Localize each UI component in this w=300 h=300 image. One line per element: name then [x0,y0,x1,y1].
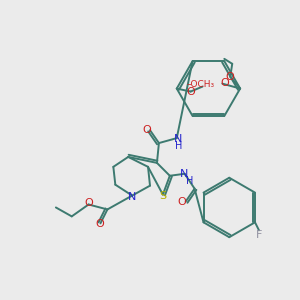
Text: O: O [186,86,195,97]
Text: O: O [177,196,186,206]
Text: N: N [128,192,136,202]
Text: O: O [143,125,152,135]
Text: H: H [175,141,182,151]
Text: O: O [84,199,93,208]
Text: N: N [174,134,182,144]
Text: O: O [95,219,104,229]
Text: O: O [226,72,235,82]
Text: O: O [220,78,229,88]
Text: S: S [159,190,167,201]
Text: F: F [256,230,262,240]
Text: N: N [179,169,188,179]
Text: –OCH₃: –OCH₃ [186,80,214,89]
Text: H: H [186,176,193,186]
